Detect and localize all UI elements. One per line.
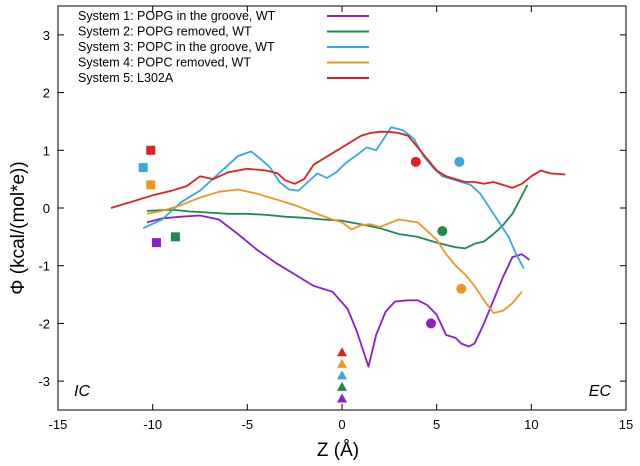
x-tick-label: 5 (433, 417, 440, 432)
y-axis-title: Φ (kcal/(mol*e)) (8, 161, 29, 294)
square-marker (170, 232, 180, 242)
y-tick-label: 1 (43, 143, 50, 158)
legend-label-3: System 3: POPC in the groove, WT (78, 40, 275, 54)
triangle-marker (337, 393, 347, 403)
y-tick-label: 2 (43, 86, 50, 101)
x-axis-title: Z (Å) (317, 440, 359, 461)
y-tick-label: 0 (43, 201, 50, 216)
x-tick-label: -10 (143, 417, 162, 432)
ic-region-label: IC (74, 383, 90, 400)
x-tick-label: 0 (338, 417, 345, 432)
triangle-marker (337, 370, 347, 380)
series-line-4 (146, 188, 523, 314)
y-tick-label: -2 (38, 316, 50, 331)
series-line-3 (142, 126, 525, 270)
x-tick-label: -5 (242, 417, 254, 432)
circle-marker (454, 156, 465, 167)
x-tick-label: -15 (49, 417, 68, 432)
legend-label-4: System 4: POPC removed, WT (78, 56, 251, 70)
triangle-marker (337, 347, 347, 357)
circle-marker (456, 283, 467, 294)
square-marker (146, 180, 156, 190)
plot-frame (57, 5, 627, 411)
circle-marker (410, 156, 421, 167)
triangle-marker (337, 381, 347, 391)
y-tick-label: 3 (43, 28, 50, 43)
triangle-marker (337, 358, 347, 368)
legend-label-2: System 2: POPG removed, WT (78, 25, 252, 39)
ec-region-label: EC (589, 383, 612, 400)
legend: System 1: POPG in the groove, WT System 2… (78, 9, 369, 85)
x-tick-label: 15 (619, 417, 633, 432)
square-marker (151, 238, 161, 248)
legend-label-1: System 1: POPG in the groove, WT (78, 9, 276, 23)
series-line-2 (146, 184, 529, 250)
circle-marker (425, 318, 436, 329)
y-tick-label: -1 (38, 259, 50, 274)
series-line-1 (146, 214, 530, 368)
series-lines (110, 126, 566, 368)
series-line-5 (110, 130, 566, 209)
circle-marker (437, 226, 448, 237)
legend-label-5: System 5: L302A (78, 71, 174, 85)
y-tick-label: -3 (38, 374, 50, 389)
x-tick-label: 10 (524, 417, 538, 432)
square-marker (138, 163, 148, 173)
data-markers (138, 145, 467, 403)
square-marker (146, 145, 156, 155)
